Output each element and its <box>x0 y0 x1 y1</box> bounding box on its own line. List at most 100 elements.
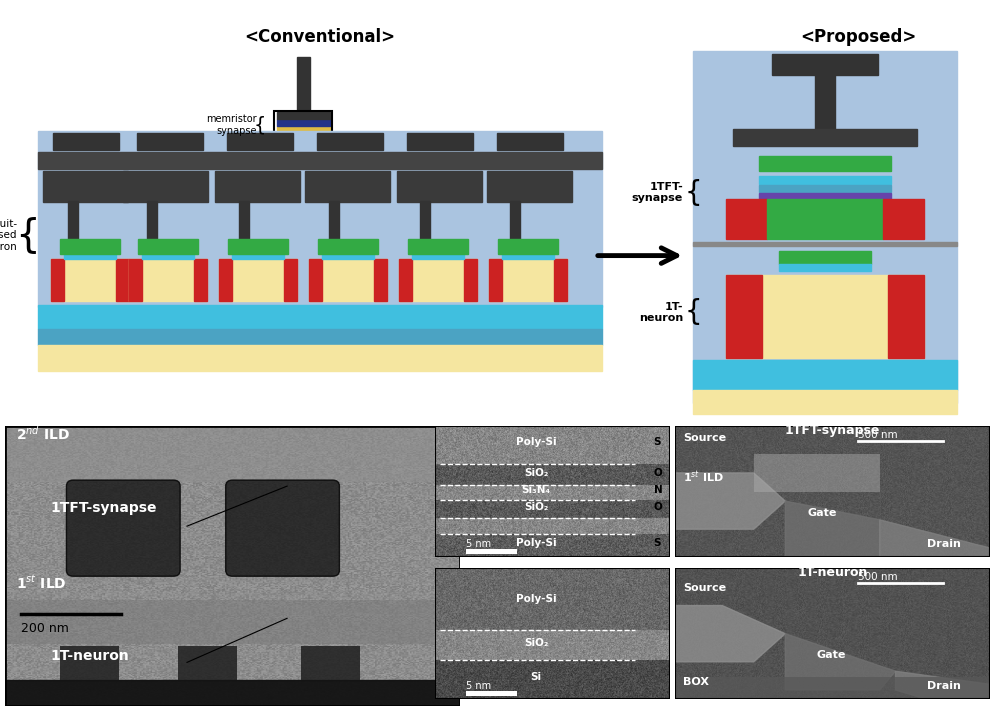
Text: {: { <box>684 179 702 207</box>
Text: 200 nm: 200 nm <box>21 621 69 635</box>
Text: Source: Source <box>683 582 726 593</box>
Bar <box>498 239 558 254</box>
Text: Poly-Si: Poly-Si <box>516 437 556 447</box>
Bar <box>399 259 412 301</box>
Bar <box>726 199 767 239</box>
Text: {: { <box>15 216 40 254</box>
Text: N: N <box>654 485 662 495</box>
Bar <box>53 133 119 150</box>
Bar <box>759 176 891 184</box>
Bar <box>116 259 129 301</box>
Bar <box>142 253 194 259</box>
Text: <Proposed>: <Proposed> <box>800 28 916 45</box>
Bar <box>675 677 990 699</box>
Text: 2$^{nd}$ ILD: 2$^{nd}$ ILD <box>16 425 70 443</box>
Text: Gate: Gate <box>807 508 837 518</box>
Bar <box>38 329 602 346</box>
Text: circuit-
based
neuron: circuit- based neuron <box>0 219 17 252</box>
Polygon shape <box>785 633 896 690</box>
Text: SiO₂: SiO₂ <box>524 468 548 478</box>
Bar <box>397 170 482 202</box>
Text: BOX: BOX <box>683 677 709 687</box>
Bar <box>51 259 129 301</box>
FancyBboxPatch shape <box>66 480 180 577</box>
Bar <box>435 500 670 518</box>
Bar <box>147 200 157 261</box>
Bar <box>277 119 330 126</box>
Text: Si: Si <box>530 672 542 682</box>
Text: <Conventional>: <Conventional> <box>244 28 396 45</box>
Bar <box>435 660 670 699</box>
Bar <box>554 259 567 301</box>
Bar <box>435 485 670 500</box>
Bar <box>51 259 64 301</box>
Bar <box>138 239 198 254</box>
Text: Gate: Gate <box>817 650 846 660</box>
Bar <box>759 192 891 200</box>
Bar <box>726 275 924 358</box>
Bar <box>435 464 670 485</box>
Bar <box>435 518 670 534</box>
Bar <box>219 259 232 301</box>
Text: 5 nm: 5 nm <box>466 681 491 691</box>
Polygon shape <box>785 501 880 557</box>
Bar <box>301 646 360 680</box>
Bar <box>693 242 957 246</box>
Bar <box>305 170 390 202</box>
Bar <box>277 112 330 119</box>
Text: O: O <box>654 501 662 511</box>
Bar <box>239 200 249 261</box>
Bar <box>277 126 330 138</box>
Bar <box>883 199 924 239</box>
Bar <box>435 630 670 660</box>
Text: 1$^{st}$ ILD: 1$^{st}$ ILD <box>683 469 724 485</box>
Polygon shape <box>896 671 990 699</box>
FancyBboxPatch shape <box>226 480 339 577</box>
Bar <box>489 259 567 301</box>
Bar <box>322 253 374 259</box>
Text: Drain: Drain <box>927 539 961 549</box>
Bar <box>5 600 460 645</box>
Bar <box>420 200 430 261</box>
Bar <box>284 259 297 301</box>
Bar <box>693 360 957 390</box>
Text: SiO₂: SiO₂ <box>524 501 548 511</box>
Bar <box>137 133 203 150</box>
Bar <box>329 200 339 261</box>
Bar <box>5 680 460 706</box>
Bar <box>178 646 237 680</box>
Text: {: { <box>254 116 266 134</box>
Bar <box>888 275 924 358</box>
Text: Poly-Si: Poly-Si <box>516 538 556 548</box>
Bar <box>502 253 554 259</box>
Bar <box>38 152 602 168</box>
Bar <box>68 200 78 261</box>
Text: 500 nm: 500 nm <box>858 572 897 582</box>
Bar <box>772 54 878 75</box>
Text: Si₃N₄: Si₃N₄ <box>522 485 551 495</box>
Text: 1T-neuron: 1T-neuron <box>797 567 868 579</box>
Bar <box>464 259 477 301</box>
Bar <box>489 259 502 301</box>
Bar <box>38 131 602 307</box>
Text: 5 nm: 5 nm <box>466 539 491 549</box>
Text: 1T-
neuron: 1T- neuron <box>639 302 683 323</box>
Bar <box>408 239 468 254</box>
Bar <box>759 156 891 171</box>
Bar <box>317 133 383 150</box>
Polygon shape <box>880 520 990 557</box>
Bar <box>194 259 207 301</box>
Bar <box>726 275 762 358</box>
Bar <box>815 75 835 129</box>
Bar <box>407 133 473 150</box>
Bar <box>60 646 119 680</box>
Bar <box>228 239 288 254</box>
Bar <box>374 259 387 301</box>
Bar <box>309 259 387 301</box>
Bar <box>38 305 602 329</box>
Bar <box>60 239 120 254</box>
Bar <box>466 691 517 696</box>
Bar <box>510 200 520 261</box>
Bar <box>227 133 293 150</box>
Bar <box>309 259 322 301</box>
